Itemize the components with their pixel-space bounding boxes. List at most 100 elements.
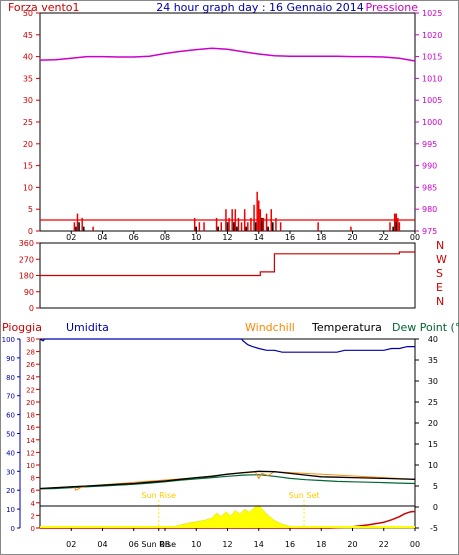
compass-label: N bbox=[436, 239, 444, 252]
pressure-line bbox=[39, 47, 416, 62]
humidity-tick-label: 80 bbox=[6, 374, 15, 382]
direction-tick-label: 90 bbox=[24, 288, 34, 297]
temperature-tick-label: 5 bbox=[433, 482, 438, 491]
x-tick-label: 12 bbox=[222, 233, 232, 242]
pressure-tick-label: 985 bbox=[422, 183, 437, 192]
direction-tick-label: 0 bbox=[29, 304, 34, 313]
wind-tick-label: 30 bbox=[23, 96, 33, 105]
x-tick-label: 04 bbox=[97, 540, 107, 549]
direction-line bbox=[40, 251, 415, 277]
temperature-tick-label: 30 bbox=[428, 377, 438, 386]
x-tick-label: 04 bbox=[97, 233, 107, 242]
x-tick-label: 20 bbox=[347, 233, 357, 242]
humidity-tick-label: 70 bbox=[6, 393, 15, 401]
humidity-tick-label: 50 bbox=[6, 431, 15, 439]
pressure-label: Pressione bbox=[366, 1, 419, 14]
compass-label: W bbox=[436, 253, 447, 266]
rain-tick-label: 8 bbox=[31, 475, 35, 483]
dewpoint-label: Dew Point (°C bbox=[392, 321, 459, 334]
pressure-tick-label: 1020 bbox=[422, 31, 442, 40]
wind-tick-label: 5 bbox=[28, 205, 33, 214]
pressure-tick-label: 1025 bbox=[422, 9, 442, 18]
pressure-tick-label: 980 bbox=[422, 205, 437, 214]
temperature-tick-label: 40 bbox=[428, 335, 438, 344]
x-tick-label: 10 bbox=[191, 540, 201, 549]
humidity-tick-label: 60 bbox=[6, 412, 15, 420]
x-tick-label: 02 bbox=[66, 540, 76, 549]
temperature-tick-label: 10 bbox=[428, 461, 438, 470]
rain-tick-label: 28 bbox=[26, 349, 35, 357]
x-tick-label: 20 bbox=[347, 540, 357, 549]
x-tick-label: 02 bbox=[66, 233, 76, 242]
rain-tick-label: 2 bbox=[31, 512, 35, 520]
x-tick-label: 16 bbox=[285, 540, 295, 549]
humidity-line bbox=[39, 338, 415, 353]
wind-tick-label: 40 bbox=[23, 53, 33, 62]
temperature-label: Temperatura bbox=[311, 321, 382, 334]
x-tick-label: 06 bbox=[129, 540, 139, 549]
humidity-tick-label: 90 bbox=[6, 355, 15, 363]
pressure-tick-label: 1000 bbox=[422, 118, 442, 127]
wind-tick-label: 35 bbox=[23, 74, 33, 83]
temperature-tick-label: 20 bbox=[428, 419, 438, 428]
rain-tick-label: 10 bbox=[26, 462, 35, 470]
panel3-frame bbox=[39, 338, 416, 529]
direction-tick-label: 270 bbox=[19, 255, 34, 264]
humidity-tick-label: 10 bbox=[6, 506, 15, 514]
dewpoint-line bbox=[39, 474, 416, 490]
rain-tick-label: 20 bbox=[26, 399, 35, 407]
compass-label: S bbox=[436, 267, 443, 280]
panel1-x-axis: 02 04 06 08 10 12 14 16 18 20 22 00 bbox=[66, 231, 420, 242]
compass-label: N bbox=[436, 295, 444, 308]
rain-tick-label: 0 bbox=[31, 525, 35, 533]
x-tick-label: 08 bbox=[160, 540, 170, 549]
temperature-tick-label: -5 bbox=[430, 524, 438, 533]
rain-tick-label: 6 bbox=[31, 487, 36, 495]
wind-tick-label: 50 bbox=[23, 9, 33, 18]
wind-tick-label: 10 bbox=[23, 183, 33, 192]
radiation-area bbox=[40, 504, 415, 529]
direction-tick-label: 360 bbox=[19, 239, 34, 248]
x-tick-label: 18 bbox=[316, 540, 326, 549]
pressure-tick-label: 990 bbox=[422, 162, 437, 171]
chart-title: 24 hour graph day : 16 Gennaio 2014 bbox=[156, 1, 364, 14]
wind-tick-label: 15 bbox=[23, 162, 33, 171]
windchill-label: Windchill bbox=[245, 321, 295, 334]
pressure-tick-label: 995 bbox=[422, 140, 437, 149]
x-tick-label: 06 bbox=[129, 233, 139, 242]
wind-tick-label: 0 bbox=[28, 227, 33, 236]
pressure-tick-label: 975 bbox=[422, 227, 437, 236]
x-tick-label: 10 bbox=[191, 233, 201, 242]
sunrise-annotation: Sun Rise bbox=[141, 491, 176, 500]
rain-tick-label: 30 bbox=[26, 336, 35, 344]
wind-bars bbox=[73, 191, 401, 231]
x-tick-label: 16 bbox=[285, 233, 295, 242]
x-tick-label: 22 bbox=[379, 540, 389, 549]
x-tick-label: 18 bbox=[316, 233, 326, 242]
temperature-tick-label: 35 bbox=[428, 356, 438, 365]
x-tick-label: 14 bbox=[254, 233, 264, 242]
rain-tick-label: 4 bbox=[31, 500, 36, 508]
temperature-tick-label: 0 bbox=[433, 503, 438, 512]
wind-tick-label: 25 bbox=[23, 118, 33, 127]
rain-tick-label: 22 bbox=[26, 386, 35, 394]
humidity-tick-label: 100 bbox=[2, 336, 15, 344]
wind-tick-label: 20 bbox=[23, 140, 33, 149]
humidity-tick-label: 40 bbox=[6, 449, 15, 457]
wind-tick-label: 45 bbox=[23, 31, 33, 40]
rain-tick-label: 26 bbox=[26, 361, 35, 369]
x-tick-label: 08 bbox=[160, 233, 170, 242]
rain-tick-label: 18 bbox=[26, 412, 35, 420]
x-tick-label: 00 bbox=[410, 233, 420, 242]
pressure-tick-label: 1005 bbox=[422, 96, 442, 105]
rain-tick-label: 14 bbox=[26, 437, 35, 445]
humidity-label: Umidita bbox=[66, 321, 109, 334]
x-tick-label: 22 bbox=[379, 233, 389, 242]
temperature-tick-label: 15 bbox=[428, 440, 438, 449]
humidity-tick-label: 0 bbox=[11, 525, 15, 533]
